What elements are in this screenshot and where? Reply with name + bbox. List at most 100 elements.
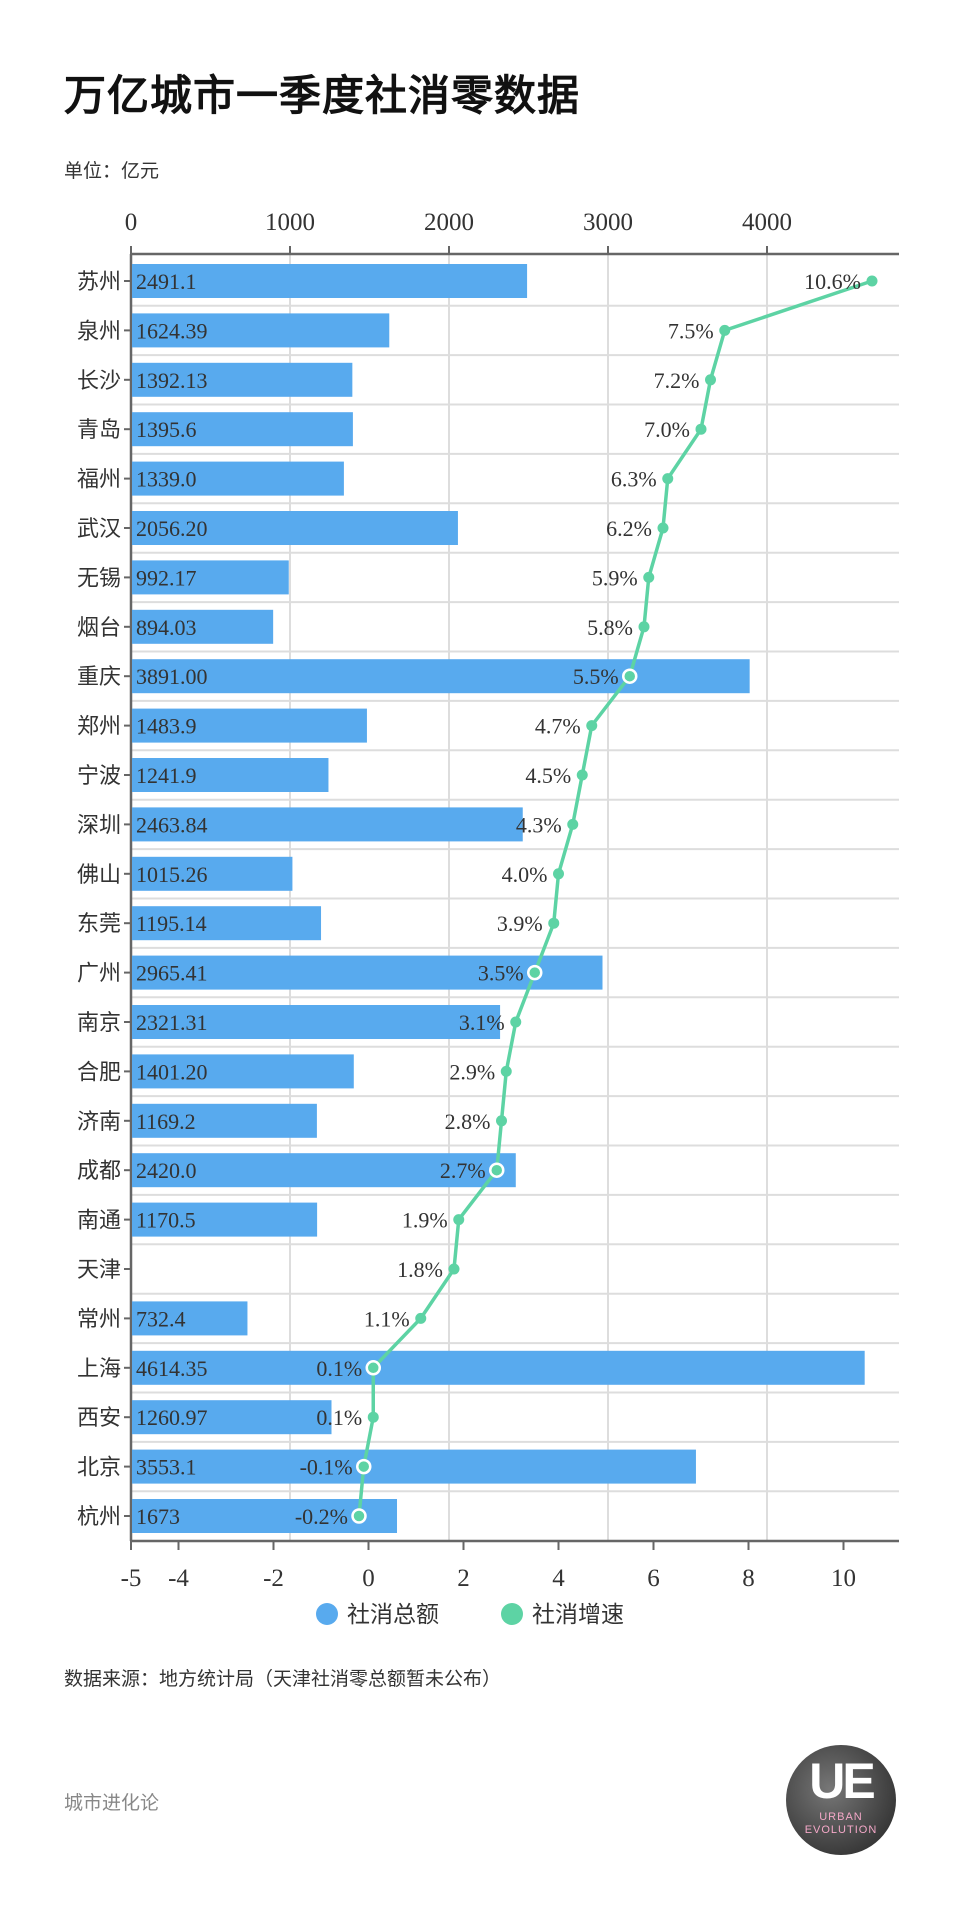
bar bbox=[132, 1400, 332, 1435]
growth-value-label: 1.9% bbox=[402, 1208, 448, 1233]
brand-logo: UE URBAN EVOLUTION bbox=[786, 1745, 896, 1855]
growth-point bbox=[866, 275, 878, 287]
unit-label: 单位：亿元 bbox=[64, 160, 160, 182]
bottom-axis-tick-label: 0 bbox=[362, 1565, 375, 1592]
growth-value-label: 3.5% bbox=[478, 961, 524, 986]
growth-point bbox=[586, 720, 598, 732]
growth-point bbox=[638, 621, 650, 633]
growth-value-label: 10.6% bbox=[804, 269, 861, 294]
bar bbox=[132, 264, 528, 298]
growth-value-label: 3.9% bbox=[497, 911, 543, 936]
category-label: 佛山 bbox=[77, 863, 121, 888]
bar-value-label: 1339.0 bbox=[136, 467, 197, 492]
category-label: 合肥 bbox=[77, 1060, 121, 1085]
top-axis-tick-label: 4000 bbox=[742, 209, 792, 236]
category-label: 郑州 bbox=[77, 715, 121, 740]
growth-point bbox=[453, 1214, 465, 1226]
bar-value-label: 2965.41 bbox=[136, 961, 208, 986]
logo-mark: UE bbox=[809, 1753, 875, 1809]
growth-line bbox=[357, 279, 873, 1517]
category-label: 南京 bbox=[77, 1011, 121, 1036]
growth-point bbox=[548, 917, 560, 929]
category-label: 济南 bbox=[77, 1110, 121, 1135]
growth-point bbox=[719, 324, 731, 336]
growth-point bbox=[695, 423, 707, 435]
top-axis-tick-label: 2000 bbox=[424, 209, 474, 236]
growth-point bbox=[448, 1263, 460, 1275]
chart-title: 万亿城市一季度社消零数据 bbox=[64, 71, 581, 120]
bar-value-label: 1395.6 bbox=[136, 417, 197, 442]
growth-point bbox=[365, 1360, 381, 1376]
category-label: 广州 bbox=[77, 962, 121, 987]
category-label: 北京 bbox=[77, 1456, 121, 1481]
category-label: 烟台 bbox=[77, 616, 121, 641]
bar bbox=[132, 1153, 516, 1188]
bar bbox=[132, 758, 329, 792]
logo-text: URBAN EVOLUTION bbox=[804, 1811, 878, 1836]
bar bbox=[132, 1202, 318, 1237]
bar bbox=[132, 1054, 354, 1089]
bar-value-label: 2463.84 bbox=[136, 812, 208, 837]
bar-value-label: 3891.00 bbox=[136, 664, 208, 689]
bar-value-label: 2491.1 bbox=[136, 269, 197, 294]
growth-point bbox=[367, 1411, 379, 1423]
bar-value-label: 2321.31 bbox=[136, 1010, 208, 1035]
category-label: 武汉 bbox=[77, 517, 121, 542]
legend-label: 社消增速 bbox=[532, 1602, 624, 1628]
bar bbox=[132, 560, 289, 595]
growth-point bbox=[496, 1115, 507, 1127]
top-axis-tick-label: 3000 bbox=[583, 209, 633, 236]
bar bbox=[132, 807, 523, 842]
growth-value-label: 7.0% bbox=[644, 417, 690, 442]
category-label: 成都 bbox=[77, 1159, 121, 1184]
bar-value-label: 2420.0 bbox=[136, 1158, 197, 1183]
bar-value-label: 1015.26 bbox=[136, 862, 208, 887]
category-label: 无锡 bbox=[77, 566, 121, 591]
category-label: 天津 bbox=[77, 1258, 121, 1283]
category-label: 南通 bbox=[77, 1209, 121, 1234]
growth-value-label: 6.2% bbox=[606, 516, 652, 541]
category-label: 泉州 bbox=[77, 319, 121, 344]
growth-point bbox=[657, 522, 669, 534]
category-label: 苏州 bbox=[77, 270, 121, 295]
bar bbox=[132, 708, 367, 743]
growth-point bbox=[500, 1065, 512, 1077]
bar-value-label: 1195.14 bbox=[136, 911, 207, 936]
top-axis-tick-label: 1000 bbox=[265, 209, 315, 236]
growth-value-label: 4.0% bbox=[502, 862, 548, 887]
growth-point bbox=[576, 769, 588, 781]
bottom-axis-tick-label: 4 bbox=[552, 1565, 565, 1592]
bar-value-label: 1624.39 bbox=[136, 318, 208, 343]
growth-point bbox=[489, 1162, 505, 1178]
bar bbox=[132, 1005, 501, 1039]
growth-value-label: 1.1% bbox=[364, 1306, 410, 1331]
legend-label: 社消总额 bbox=[347, 1602, 439, 1628]
category-label: 深圳 bbox=[77, 813, 121, 838]
growth-value-label: -0.2% bbox=[295, 1504, 348, 1529]
bar-value-label: 1673 bbox=[136, 1504, 180, 1529]
bar bbox=[132, 1103, 317, 1138]
footer-brand: 城市进化论 bbox=[64, 1792, 160, 1814]
category-label: 福州 bbox=[77, 468, 121, 493]
growth-point bbox=[527, 964, 543, 981]
growth-value-label: 7.5% bbox=[668, 318, 714, 343]
growth-point bbox=[705, 374, 716, 386]
bar-value-label: 2056.20 bbox=[136, 516, 208, 541]
bottom-axis-tick-label: -5 bbox=[121, 1565, 142, 1592]
bar-value-label: 4614.35 bbox=[136, 1356, 208, 1381]
bar bbox=[132, 609, 274, 644]
category-label: 上海 bbox=[77, 1357, 121, 1382]
growth-point bbox=[622, 668, 638, 684]
growth-point bbox=[553, 868, 564, 880]
bottom-axis-tick-label: 10 bbox=[831, 1565, 856, 1592]
growth-point bbox=[351, 1508, 367, 1524]
bar bbox=[132, 659, 750, 694]
bar bbox=[132, 362, 353, 397]
growth-value-label: 7.2% bbox=[654, 368, 700, 393]
bottom-axis-tick-label: 8 bbox=[742, 1565, 755, 1592]
growth-value-label: 4.3% bbox=[516, 812, 562, 837]
category-label: 东莞 bbox=[77, 912, 121, 937]
bar-value-label: 894.03 bbox=[136, 615, 197, 640]
growth-value-label: 2.9% bbox=[449, 1059, 495, 1084]
bar-value-label: 1483.9 bbox=[136, 714, 197, 739]
